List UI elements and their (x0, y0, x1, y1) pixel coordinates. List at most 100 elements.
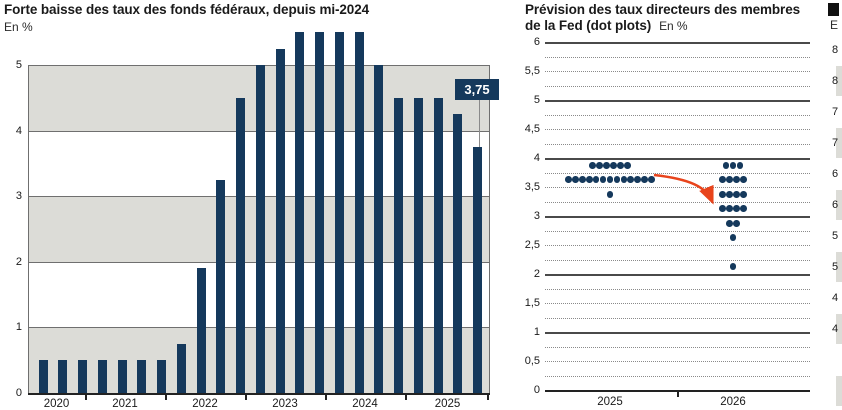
fomc-dot-2026-3.375 (726, 190, 733, 198)
fomc-dot-2025-3.875 (610, 161, 617, 169)
gridline-solid (545, 42, 810, 44)
fomc-dot-2025-3.875 (589, 161, 597, 169)
gridline-solid (545, 274, 810, 276)
fomc-dot-2026-3.625 (740, 176, 747, 184)
fomc-dot-2025-3.625 (606, 176, 614, 184)
bar-2023-T3 (295, 32, 305, 393)
fomc-dot-2025-3.625 (579, 176, 586, 184)
x-tick (405, 395, 407, 400)
fomc-dot-2025-3.625 (648, 176, 655, 184)
y-tick-label: 8 (832, 44, 839, 56)
y-tick-label: 7 (832, 137, 839, 149)
gridline-solid (545, 100, 810, 102)
bar-2023-T4 (315, 32, 324, 393)
y-tick-label: 0,5 (524, 355, 540, 367)
cropped-chart-title-fragment (828, 3, 839, 16)
fomc-dot-2025-3.625 (641, 176, 648, 184)
fomc-dot-2026-3.375 (740, 190, 747, 198)
bar-2020-T2 (38, 360, 48, 393)
fomc-dot-2026-3.625 (726, 176, 733, 184)
bar-2022-T3 (216, 179, 226, 393)
gridline-dotted (545, 288, 810, 290)
gridline-dotted (545, 245, 810, 246)
fomc-dot-2026-2.875 (733, 219, 740, 227)
gridline-dotted (545, 129, 810, 130)
mid-chart-title: Prévision des taux directeurs des membre… (525, 2, 842, 34)
gridline-dotted (545, 317, 810, 319)
y-tick-label: 4 (15, 124, 22, 137)
y-tick-label: 8 (832, 75, 839, 87)
fomc-dot-2025-3.625 (592, 176, 600, 184)
gridline-dotted (545, 56, 810, 58)
plot-right-border (489, 65, 490, 393)
gridline-dotted (545, 361, 810, 362)
bar-2020-T3 (58, 360, 68, 393)
gridline-dotted (545, 346, 810, 348)
fomc-dot-2025-3.625 (613, 176, 621, 184)
y-tick-label: 0 (15, 387, 22, 399)
y-tick-label: 6 (832, 168, 839, 180)
bar-2025-T4 (473, 147, 482, 393)
bar-2025-T1 (413, 97, 423, 393)
y-tick-label: 5,5 (524, 65, 540, 77)
x-tick (165, 395, 167, 400)
y-tick-label: 4 (832, 292, 839, 304)
bar-2025-T3 (453, 114, 463, 393)
y-tick-label: 6 (533, 36, 540, 48)
bar-2022-T2 (196, 268, 206, 393)
bar-2024-T3 (374, 65, 384, 393)
cropped-chart-unit-fragment: E (830, 18, 839, 32)
gridline-dotted (545, 85, 810, 87)
fomc-dot-2025-3.625 (627, 176, 634, 184)
x-axis (28, 393, 490, 395)
x-year-label: 2024 (352, 398, 378, 410)
fomc-dot-2025-3.625 (565, 176, 572, 184)
bar-2024-T4 (394, 97, 403, 393)
y-tick-label: 2 (15, 255, 22, 268)
gridline-dotted (545, 71, 810, 72)
fomc-dot-2026-3.625 (719, 176, 726, 184)
bar-2025-T2 (433, 97, 443, 393)
gridline-dotted (545, 375, 810, 377)
y-tick-label: 5 (832, 230, 839, 242)
fomc-dot-2025-3.875 (603, 161, 610, 169)
fomc-dot-2026-3.375 (719, 190, 726, 198)
x-year-label: 2025 (597, 396, 623, 408)
callout-line (479, 100, 480, 147)
fomc-dot-2026-3.875 (729, 161, 737, 169)
grid-band (836, 128, 842, 158)
y-tick-label: 3 (533, 210, 540, 222)
fomc-dot-2025-3.625 (586, 176, 593, 184)
plot-left-border (28, 65, 29, 393)
y-tick-label: 4,5 (524, 123, 540, 135)
fomc-dot-2025-3.625 (599, 176, 607, 184)
y-tick-label: 5 (15, 59, 22, 71)
y-tick-label: 6 (832, 199, 839, 211)
fomc-dot-2025-3.625 (634, 176, 641, 184)
y-tick-label: 1 (15, 321, 22, 334)
y-tick-label: 3,5 (524, 181, 540, 193)
bar-2024-T1 (334, 32, 344, 393)
mid-chart-unit-label: En % (659, 19, 688, 33)
x-year-label: 2026 (720, 396, 746, 408)
x-year-label: 2023 (272, 398, 298, 410)
fomc-dot-2026-3.125 (740, 205, 747, 213)
x-year-label: 2020 (43, 398, 70, 410)
gridline-solid (545, 332, 810, 334)
fomc-dot-2025-3.875 (623, 161, 631, 169)
bar-2021-T2 (117, 360, 127, 393)
gridline-solid (545, 158, 810, 160)
left-chart-title: Forte baisse des taux des fonds fédéraux… (4, 2, 370, 17)
left-chart-unit-label: En % (4, 20, 33, 34)
y-tick-label: 4 (533, 152, 540, 164)
x-tick (487, 395, 489, 400)
bar-2024-T2 (354, 32, 364, 393)
x-tick (245, 395, 247, 400)
fomc-dot-2026-3.125 (726, 205, 733, 213)
bar-2023-T1 (255, 65, 265, 393)
bar-2021-T3 (137, 360, 147, 393)
bar-2021-T4 (157, 360, 166, 393)
x-tick (677, 392, 679, 397)
bar-2022-T1 (176, 343, 186, 393)
gridline-dotted (545, 172, 810, 174)
